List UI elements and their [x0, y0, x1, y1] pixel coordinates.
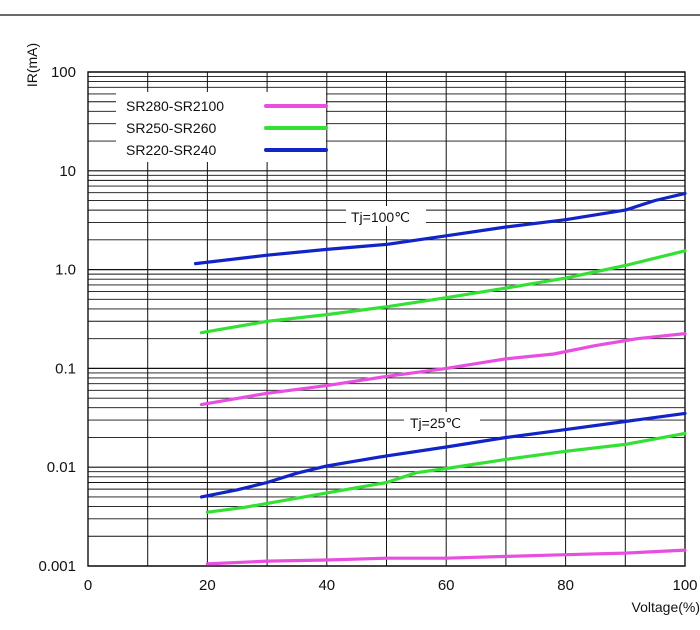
legend-label-sr250: SR250-SR260 [126, 120, 216, 136]
annotation-tj-100-background [346, 206, 426, 226]
series-line-sr280-sr2100-tj25 [205, 548, 687, 566]
annotation-tj-100-text: Tj=100℃ [351, 209, 410, 225]
x-tick-label: 100 [672, 577, 697, 594]
x-tick-label: 80 [557, 577, 574, 594]
annotation-tj-25: Tj=25℃ [404, 412, 480, 432]
y-tick-label: 0.01 [47, 459, 76, 476]
legend-item-sr250: SR250-SR260 [126, 120, 328, 136]
legend-label-sr220: SR220-SR240 [126, 142, 216, 158]
x-tick-label: 40 [318, 577, 335, 594]
grid [87, 71, 686, 567]
x-tick-label: 20 [199, 577, 216, 594]
y-tick-label: 0.1 [55, 360, 76, 377]
y-tick-label: 10 [59, 163, 76, 180]
series-line-sr250-sr260-tj100 [199, 249, 687, 335]
legend-item-sr280: SR280-SR2100 [126, 98, 328, 114]
legend: SR280-SR2100 SR250-SR260 SR220-SR240 [116, 92, 328, 162]
series-line-sr250-sr260-tj25 [205, 431, 687, 514]
annotation-tj-25-text: Tj=25℃ [410, 415, 461, 431]
x-tick-label: 60 [438, 577, 455, 594]
x-axis-label: Voltage(%) [632, 599, 700, 615]
annotation-tj-100: Tj=100℃ [346, 206, 426, 226]
y-tick-label: 100 [51, 64, 76, 81]
plot-frame [87, 71, 686, 567]
series-line-sr220-sr240-tj25 [199, 411, 687, 499]
series-line-sr220-sr240-tj100 [193, 191, 687, 266]
annotation-tj-25-background [404, 412, 480, 432]
y-tick-label: 0.001 [38, 558, 76, 575]
series-layer [193, 191, 687, 566]
series-line-sr280-sr2100-tj100 [199, 332, 687, 407]
legend-label-sr280: SR280-SR2100 [126, 98, 224, 114]
tick-labels: 100 10 1.0 0.1 0.01 0.001 0 20 40 60 80 100 [38, 64, 697, 594]
x-tick-label: 0 [84, 577, 92, 594]
y-tick-label: 1.0 [55, 262, 76, 279]
y-axis-label: IR(mA) [24, 43, 40, 87]
legend-item-sr220: SR220-SR240 [126, 142, 328, 158]
